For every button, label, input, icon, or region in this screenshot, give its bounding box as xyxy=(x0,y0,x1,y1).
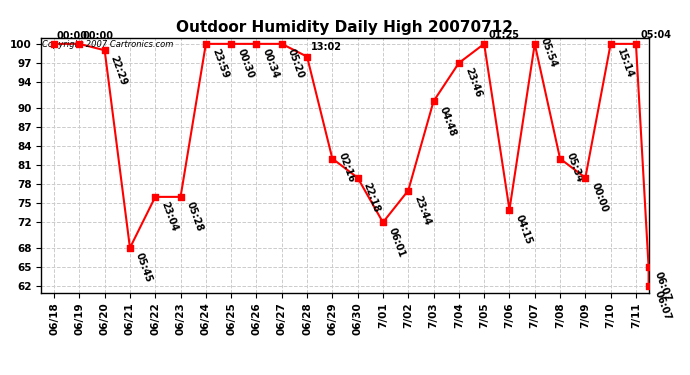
Point xyxy=(529,41,540,47)
Point xyxy=(175,194,186,200)
Text: 05:45: 05:45 xyxy=(134,251,154,284)
Point xyxy=(302,54,313,60)
Point xyxy=(99,47,110,53)
Point xyxy=(479,41,490,47)
Text: 00:30: 00:30 xyxy=(235,47,255,80)
Text: 01:25: 01:25 xyxy=(489,30,520,40)
Point xyxy=(377,219,388,225)
Text: 15:14: 15:14 xyxy=(615,47,635,80)
Point xyxy=(580,175,591,181)
Text: 22:18: 22:18 xyxy=(362,181,382,214)
Text: 05:54: 05:54 xyxy=(539,36,559,69)
Point xyxy=(226,41,237,47)
Text: 22:29: 22:29 xyxy=(109,54,129,86)
Text: 04:15: 04:15 xyxy=(513,213,533,246)
Text: 05:04: 05:04 xyxy=(640,30,671,40)
Text: Copyright 2007 Cartronics.com: Copyright 2007 Cartronics.com xyxy=(42,40,173,49)
Text: 06:01: 06:01 xyxy=(387,226,407,258)
Point xyxy=(327,156,338,162)
Text: 02:16: 02:16 xyxy=(337,151,357,184)
Point xyxy=(150,194,161,200)
Text: 00:00: 00:00 xyxy=(57,31,88,41)
Point xyxy=(251,41,262,47)
Point xyxy=(453,60,464,66)
Point xyxy=(403,188,414,194)
Title: Outdoor Humidity Daily High 20070712: Outdoor Humidity Daily High 20070712 xyxy=(177,20,513,35)
Text: 06:07: 06:07 xyxy=(653,290,673,322)
Text: 00:00: 00:00 xyxy=(589,181,609,214)
Text: 05:28: 05:28 xyxy=(185,200,205,233)
Point xyxy=(643,264,654,270)
Point xyxy=(200,41,211,47)
Text: 23:04: 23:04 xyxy=(159,200,179,233)
Text: 00:00: 00:00 xyxy=(82,31,113,41)
Point xyxy=(555,156,566,162)
Text: 05:20: 05:20 xyxy=(286,47,306,80)
Point xyxy=(643,283,654,289)
Text: 00:34: 00:34 xyxy=(261,47,281,80)
Text: 13:02: 13:02 xyxy=(311,42,342,52)
Text: 23:59: 23:59 xyxy=(210,47,230,80)
Text: 23:44: 23:44 xyxy=(413,194,433,226)
Point xyxy=(124,245,135,251)
Text: 05:34: 05:34 xyxy=(564,151,584,184)
Text: 23:46: 23:46 xyxy=(463,66,483,99)
Point xyxy=(352,175,363,181)
Text: 04:48: 04:48 xyxy=(437,105,457,138)
Point xyxy=(631,41,642,47)
Point xyxy=(428,98,439,104)
Point xyxy=(74,41,85,47)
Point xyxy=(48,41,59,47)
Point xyxy=(504,207,515,213)
Text: 06:07: 06:07 xyxy=(653,270,673,303)
Point xyxy=(605,41,616,47)
Point xyxy=(276,41,287,47)
